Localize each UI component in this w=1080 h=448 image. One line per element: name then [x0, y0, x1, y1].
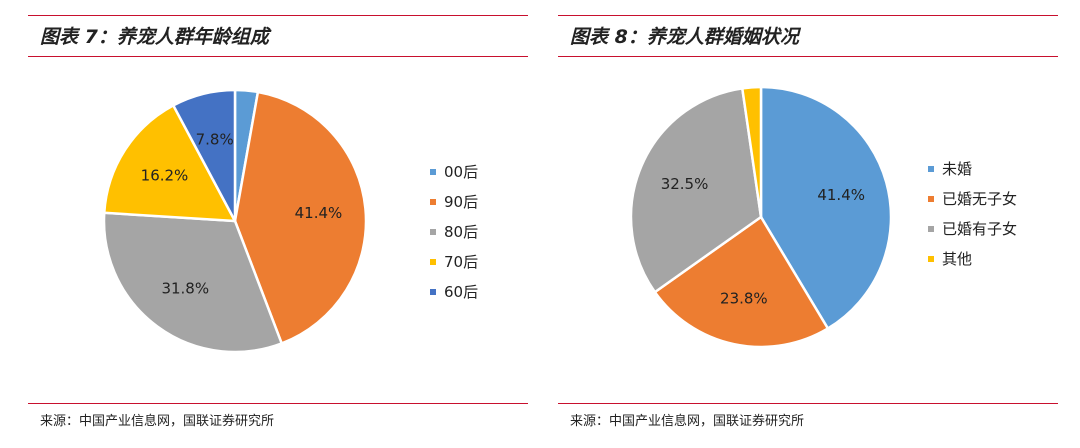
legend-label: 未婚 — [942, 160, 973, 178]
legend-label: 60后 — [444, 283, 479, 301]
pie-slice-3 — [741, 85, 763, 219]
legend-swatch — [430, 259, 436, 265]
pie-slice-0 — [759, 85, 893, 330]
legend-swatch — [928, 196, 934, 202]
title-rule — [558, 56, 1058, 57]
data-label-1: 23.8% — [720, 289, 768, 307]
legend-swatch — [430, 169, 436, 175]
legend-label: 已婚有子女 — [942, 220, 1018, 238]
data-label-2: 31.8% — [161, 280, 209, 298]
legend-swatch — [928, 226, 934, 232]
legend-swatch — [430, 199, 436, 205]
pie-chart-marriage: 41.4% 23.8% 32.5% — [629, 85, 893, 349]
pie-slice-3 — [103, 104, 237, 223]
legend-label: 80后 — [444, 223, 479, 241]
legend-swatch — [430, 229, 436, 235]
pie-slice-1 — [653, 215, 830, 349]
legend-label: 其他 — [942, 250, 973, 268]
source-note: 来源：中国产业信息网，国联证券研究所 — [570, 414, 805, 429]
legend-swatch — [928, 256, 934, 262]
legend-swatch — [928, 166, 934, 172]
data-label-4: 7.8% — [196, 131, 234, 149]
chart-panel-age: 图表 7：养宠人群年龄组成 41.4% 31.8% 16.2% 7.8% 00后 90后… — [28, 0, 528, 448]
pie-slice-2 — [629, 87, 763, 294]
chart-title: 图表 8：养宠人群婚姻状况 — [570, 26, 799, 48]
top-rule — [558, 15, 1058, 16]
data-label-2: 32.5% — [661, 175, 709, 193]
legend-label: 70后 — [444, 253, 479, 271]
legend-swatch — [430, 289, 436, 295]
pie-slice-2 — [102, 211, 283, 354]
source-note: 来源：中国产业信息网，国联证券研究所 — [40, 414, 275, 429]
pie-slice-1 — [233, 90, 368, 345]
top-rule — [28, 15, 528, 16]
bottom-rule — [28, 403, 528, 404]
legend-label: 已婚无子女 — [942, 190, 1018, 208]
pie-slice-4 — [172, 88, 237, 223]
chart-title: 图表 7：养宠人群年龄组成 — [40, 26, 269, 48]
data-label-1: 41.4% — [295, 204, 343, 222]
data-label-0: 41.4% — [817, 186, 865, 204]
pie-chart-age: 41.4% 31.8% 16.2% 7.8% — [102, 88, 368, 354]
bottom-rule — [558, 403, 1058, 404]
legend-label: 00后 — [444, 163, 479, 181]
title-rule — [28, 56, 528, 57]
chart-panel-marriage: 图表 8：养宠人群婚姻状况 41.4% 23.8% 32.5% 未婚已婚无子女已婚有… — [558, 0, 1058, 448]
data-label-3: 16.2% — [141, 167, 189, 185]
legend-label: 90后 — [444, 193, 479, 211]
